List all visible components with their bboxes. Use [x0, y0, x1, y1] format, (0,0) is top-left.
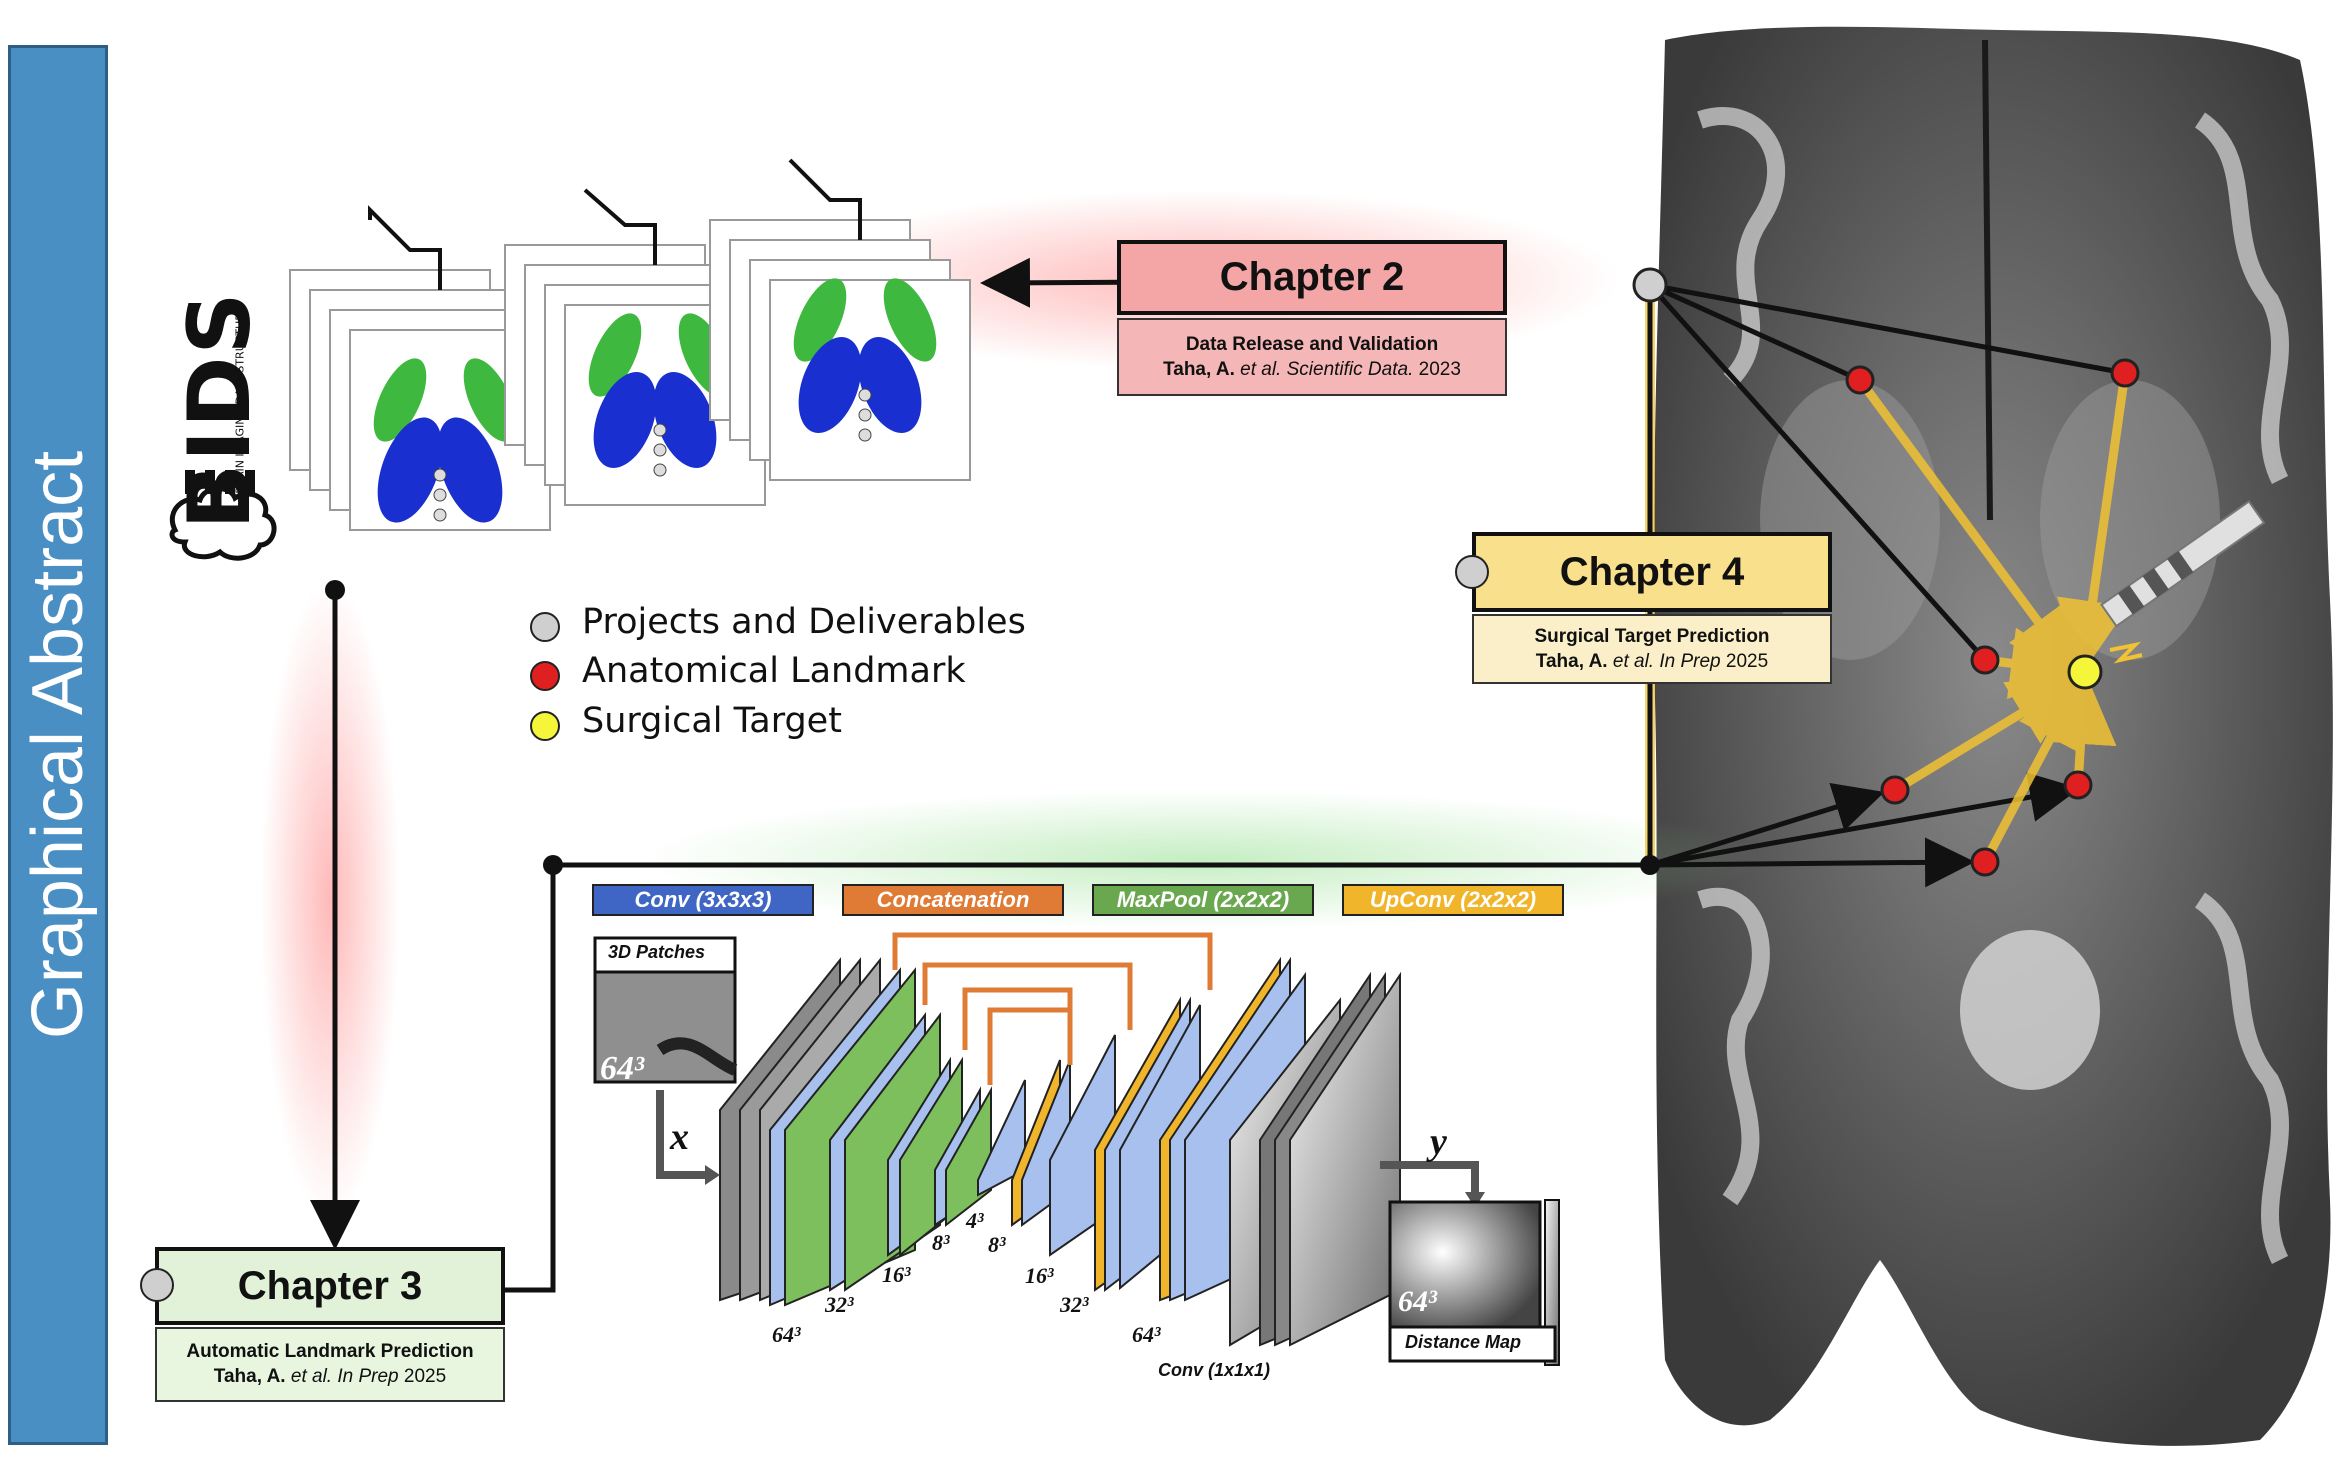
unet-architecture: [719, 932, 1401, 1347]
legend-target-icon: [530, 711, 560, 741]
dim-label: 16³: [882, 1262, 911, 1287]
legend-node-icon: [530, 612, 560, 642]
legend-label: Anatomical Landmark: [582, 651, 966, 691]
red-glow-vertical: [260, 580, 400, 1220]
legend-label: Surgical Target: [582, 701, 842, 741]
chapter4-subtitle-box: Surgical Target Prediction Taha, A. et a…: [1472, 614, 1832, 684]
bids-image-stacks: [289, 158, 971, 531]
bids-tagline: BRAIN IMAGING DATA STRUCTURE: [233, 306, 247, 494]
input-patch-header: [593, 936, 737, 974]
chapter3-subtitle: Automatic Landmark Prediction: [186, 1341, 474, 1362]
y-arrow: [1380, 1161, 1479, 1195]
output-size-label: 64³: [1398, 1285, 1437, 1318]
unet-output-stack: [1259, 971, 1401, 1347]
unet-key-conv: Conv (3x3x3): [592, 884, 814, 916]
input-size-label: 64³: [600, 1050, 645, 1087]
dim-label: 16³: [1025, 1263, 1054, 1288]
landmark-nodes: [1632, 267, 2140, 877]
colorbar: [1544, 1199, 1560, 1366]
distance-map-image: [1388, 1200, 1542, 1329]
input-patch-title: 3D Patches: [608, 942, 706, 962]
dim-label: 8³: [988, 1232, 1006, 1257]
chapter3-node: [140, 1268, 174, 1302]
dim-label: 32³: [825, 1292, 854, 1317]
final-conv-label: Conv (1x1x1): [1158, 1360, 1271, 1380]
chapter2-title: Chapter 2: [1219, 255, 1405, 299]
chapter4-title: Chapter 4: [1559, 550, 1745, 594]
unet-key-upconv: UpConv (2x2x2): [1342, 884, 1564, 916]
unet-key-concat: Concatenation: [842, 884, 1064, 916]
chapter4-node: [1455, 555, 1489, 589]
chapter4-subtitle: Surgical Target Prediction: [1534, 626, 1770, 647]
chapter4-citation: Taha, A. et al. In Prep 2025: [1535, 651, 1769, 672]
chapter3-citation: Taha, A. et al. In Prep 2025: [213, 1366, 447, 1387]
chapter3-title-box: Chapter 3: [155, 1247, 505, 1325]
distance-map-label-box: [1388, 1325, 1557, 1363]
dim-label: 64³: [1132, 1322, 1161, 1347]
chapter2-subtitle: Data Release and Validation: [1185, 334, 1439, 355]
unet-key-maxpool: MaxPool (2x2x2): [1092, 884, 1314, 916]
x-arrow: [656, 1090, 710, 1179]
legend-landmark-icon: [530, 661, 560, 691]
sidebar-banner: Graphical Abstract: [8, 45, 108, 1445]
brain-slice-image: [1653, 26, 2333, 1446]
chapter3-title: Chapter 3: [237, 1264, 423, 1308]
y-label: y: [1430, 1121, 1447, 1163]
dim-label: 64³: [772, 1322, 801, 1347]
x-label: x: [670, 1116, 689, 1158]
chapter2-title-box: Chapter 2: [1117, 240, 1507, 315]
input-patch-image: [593, 970, 737, 1084]
target-arrows: [1856, 372, 2130, 865]
bids-brain-icon: [169, 470, 277, 561]
chapter2-subtitle-box: Data Release and Validation Taha, A. et …: [1117, 318, 1507, 396]
distance-map-title: Distance Map: [1405, 1332, 1522, 1352]
dim-label: 8³: [932, 1230, 950, 1255]
dim-label: 32³: [1060, 1292, 1089, 1317]
skip-connections: [892, 932, 1213, 1085]
chapter2-citation: Taha, A. et al. Scientific Data. 2023: [1163, 359, 1461, 380]
probe-icon: [2100, 500, 2266, 628]
lightning-icon: [2109, 641, 2143, 664]
chapter3-subtitle-box: Automatic Landmark Prediction Taha, A. e…: [155, 1327, 505, 1402]
dim-label: 4³: [966, 1208, 984, 1233]
legend-label: Projects and Deliverables: [582, 602, 1026, 642]
chapter4-title-box: Chapter 4: [1472, 532, 1832, 612]
